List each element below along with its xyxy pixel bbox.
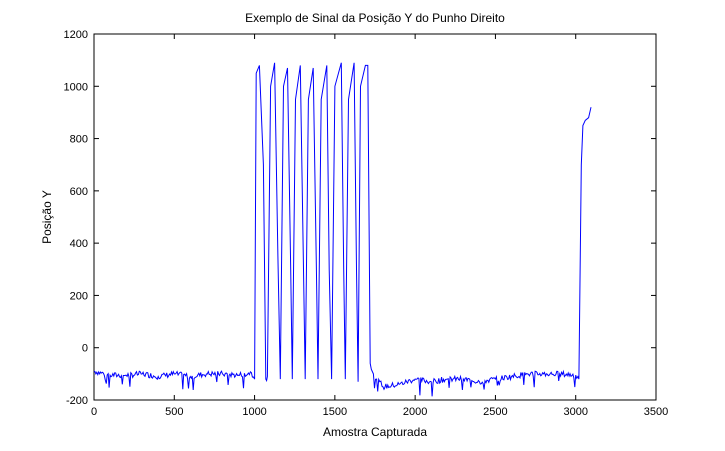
axis-tick-labels: 0 500 1000 1500 2000 2500 3000 3500-20002004006… — [64, 29, 669, 418]
x-tick-label: 500 — [165, 406, 183, 418]
series-line — [93, 62, 592, 397]
y-tick-label: 600 — [70, 186, 88, 198]
x-tick-label: 2500 — [483, 406, 507, 418]
chart-title: Exemplo de Sinal da Posição Y do Punho D… — [245, 11, 505, 25]
y-tick-label: 800 — [70, 134, 88, 146]
x-tick-label: 2000 — [403, 406, 427, 418]
x-tick-label: 3500 — [644, 406, 668, 418]
y-tick-label: -200 — [66, 395, 88, 407]
x-tick-label: 1000 — [242, 406, 266, 418]
y-tick-label: 400 — [70, 238, 88, 250]
y-tick-label: 1000 — [64, 81, 88, 93]
axis-ticks — [93, 33, 657, 401]
plot-area — [93, 33, 657, 401]
y-tick-label: 1200 — [64, 29, 88, 41]
y-tick-label: 0 — [82, 343, 88, 355]
x-tick-label: 3000 — [563, 406, 587, 418]
x-tick-label: 0 — [91, 406, 97, 418]
y-axis-label: Posição Y — [40, 190, 54, 244]
x-axis-label: Amostra Capturada — [323, 425, 427, 439]
x-tick-label: 1500 — [323, 406, 347, 418]
y-tick-label: 200 — [70, 290, 88, 302]
